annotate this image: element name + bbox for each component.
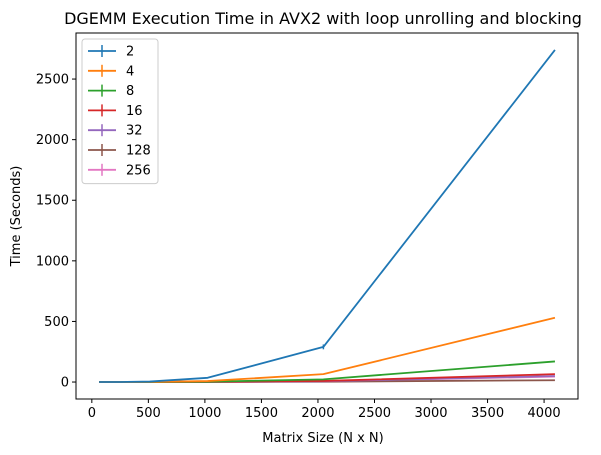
legend-label-128: 128 xyxy=(126,144,151,159)
chart-title: DGEMM Execution Time in AVX2 with loop u… xyxy=(64,9,582,28)
legend: 2 4 8 16 32 128 256 xyxy=(81,38,159,185)
x-axis-label: Matrix Size (N x N) xyxy=(262,431,383,446)
y-tick-label: 1000 xyxy=(36,254,69,269)
x-tick-label: 1000 xyxy=(188,406,221,421)
x-axis: 0 500 1000 1500 2000 2500 3000 3500 4000 xyxy=(88,399,561,421)
legend-label-256: 256 xyxy=(126,163,151,178)
x-tick-label: 500 xyxy=(136,406,161,421)
x-tick-label: 0 xyxy=(88,406,96,421)
series-line-4 xyxy=(99,316,556,383)
x-tick-label: 3500 xyxy=(471,406,504,421)
legend-label-2: 2 xyxy=(126,45,134,60)
series-line-2 xyxy=(99,49,556,383)
y-tick-label: 2000 xyxy=(36,133,69,148)
x-tick-label: 3000 xyxy=(414,406,447,421)
x-tick-label: 2500 xyxy=(358,406,391,421)
series-layer xyxy=(99,49,556,383)
x-tick-label: 1500 xyxy=(245,406,278,421)
legend-label-8: 8 xyxy=(126,84,134,99)
series-line-8 xyxy=(99,360,556,383)
y-tick-label: 2500 xyxy=(36,73,69,88)
legend-label-16: 16 xyxy=(126,104,143,119)
x-tick-label: 2000 xyxy=(301,406,334,421)
legend-label-32: 32 xyxy=(126,124,143,139)
legend-label-4: 4 xyxy=(126,64,134,79)
y-tick-label: 1500 xyxy=(36,194,69,209)
y-axis-label: Time (Seconds) xyxy=(9,166,24,268)
y-tick-label: 0 xyxy=(61,376,69,391)
plot-frame xyxy=(75,32,579,400)
y-tick-label: 500 xyxy=(44,315,69,330)
x-tick-label: 4000 xyxy=(528,406,561,421)
y-axis: 0 500 1000 1500 2000 2500 xyxy=(36,73,76,391)
legend-box xyxy=(81,38,159,185)
